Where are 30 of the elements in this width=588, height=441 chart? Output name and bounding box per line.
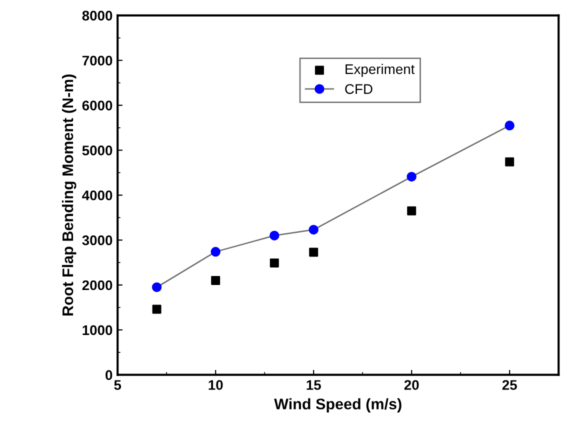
x-axis-title: Wind Speed (m/s) — [274, 398, 402, 412]
point — [309, 248, 318, 257]
point — [406, 172, 416, 182]
y-tick-label: 1000 — [82, 325, 112, 336]
x-tick-label: 10 — [208, 380, 223, 390]
point — [210, 246, 220, 257]
y-tick-label: 0 — [106, 370, 112, 380]
y-tick-label: 2000 — [82, 280, 112, 290]
y-tick-label: 5000 — [82, 146, 112, 156]
y-tick-label: 3000 — [82, 235, 112, 246]
point — [407, 206, 416, 216]
y-tick-label: 8000 — [82, 10, 112, 21]
y-tick-label: 6000 — [82, 100, 112, 110]
legend-label: CFD — [345, 84, 372, 94]
point — [505, 157, 514, 166]
y-tick-label: 7000 — [82, 56, 112, 66]
point — [152, 304, 162, 314]
x-tick-label: 15 — [306, 380, 321, 390]
x-tick-label: 20 — [404, 380, 419, 390]
point — [211, 276, 220, 286]
legend-label: Experiment — [346, 64, 415, 77]
point — [504, 120, 514, 130]
point — [270, 258, 279, 268]
y-tick-label: 4000 — [82, 190, 112, 200]
x-tick-label: 25 — [502, 380, 517, 390]
point — [270, 230, 280, 240]
x-tick-label: 5 — [114, 380, 122, 390]
y-axis-title: Root Flap Bending Moment (N-m) — [62, 74, 76, 316]
point — [308, 224, 318, 235]
point — [152, 282, 162, 292]
